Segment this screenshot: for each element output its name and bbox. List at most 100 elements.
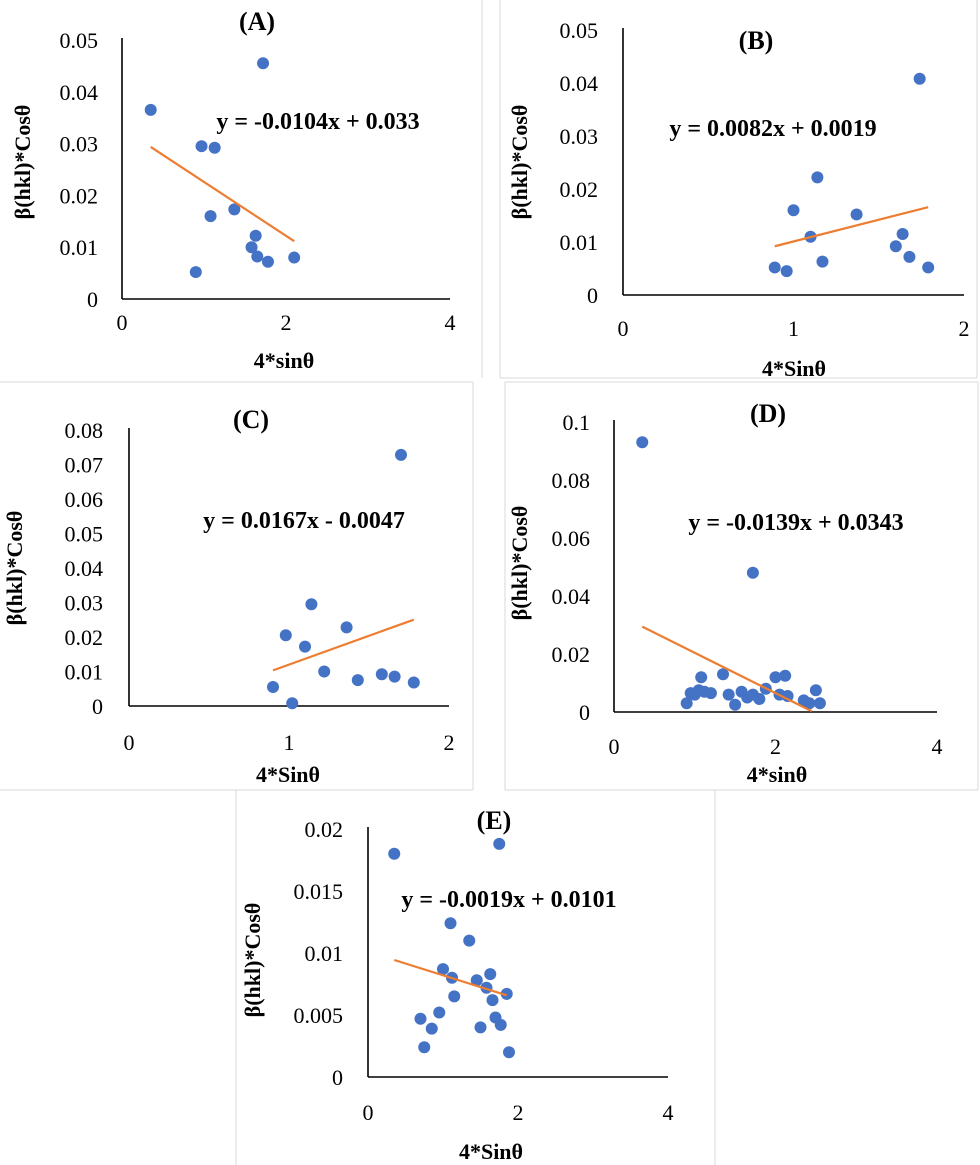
panel-b-data-point bbox=[768, 261, 781, 274]
panel-d-y-tick-label: 0.04 bbox=[552, 584, 591, 609]
panel-b-y-tick-label: 0.02 bbox=[560, 177, 599, 202]
panel-d-x-tick-label: 4 bbox=[932, 734, 943, 759]
panel-a-data-point bbox=[228, 203, 241, 216]
panel-c-data-point bbox=[318, 665, 331, 678]
panel-c-data-point bbox=[351, 674, 364, 687]
panel-d-data-point bbox=[680, 697, 693, 710]
panel-c-data-point bbox=[395, 448, 407, 461]
panel-a-ylabel: β(hkl)*Cosθ bbox=[10, 105, 35, 220]
panel-c-y-tick-label: 0.01 bbox=[65, 660, 104, 685]
panel-b-data-point bbox=[903, 250, 916, 263]
panel-a-y-tick-label: 0.02 bbox=[60, 183, 99, 208]
panel-e-data-point bbox=[470, 974, 483, 987]
panel-c: (C) y = 0.0167x - 0.0047 4*Sinθ β(hkl)*C… bbox=[2, 405, 455, 787]
panel-d-data-point bbox=[781, 690, 794, 703]
panel-d-y-tick-label: 0.08 bbox=[552, 468, 591, 493]
panel-e-plot: 0 0.005 0.01 0.015 0.02 0 2 4 bbox=[294, 817, 674, 1125]
panel-c-data-point bbox=[388, 670, 401, 683]
panel-d-data-point bbox=[722, 688, 735, 701]
panel-e-data-point bbox=[414, 1012, 427, 1025]
panel-a-x-tick-label: 4 bbox=[445, 310, 456, 335]
panel-b-equation: y = 0.0082x + 0.0019 bbox=[669, 116, 876, 142]
panel-e-y-tick-label: 0.01 bbox=[305, 941, 344, 966]
panel-e-y-tick-label: 0 bbox=[332, 1065, 343, 1090]
panel-d-plot: 0 0.02 0.04 0.06 0.08 0.1 0 2 4 bbox=[552, 410, 943, 759]
panel-a-data-point bbox=[249, 229, 262, 242]
panel-a-y-tick-label: 0.05 bbox=[60, 28, 99, 53]
panel-b-ylabel: β(hkl)*Cosθ bbox=[507, 105, 532, 220]
panel-a-y-tick-label: 0 bbox=[87, 287, 98, 312]
panel-e-data-point bbox=[437, 963, 449, 976]
panel-d-y-tick-label: 0.02 bbox=[552, 642, 591, 667]
panel-c-ylabel: β(hkl)*Cosθ bbox=[2, 511, 27, 626]
panel-d-data-point bbox=[695, 671, 708, 684]
panel-a-xlabel: 4*sinθ bbox=[254, 348, 314, 373]
panel-b-y-tick-label: 0 bbox=[587, 283, 598, 308]
panel-a-y-tick-label: 0.01 bbox=[60, 235, 99, 260]
panel-e-x-tick-label: 2 bbox=[513, 1100, 524, 1125]
panel-d-data-point bbox=[779, 669, 792, 682]
panel-c-x-tick-label: 2 bbox=[444, 730, 455, 755]
panel-d-y-tick-label: 0 bbox=[579, 700, 590, 725]
panel-b-y-tick-label: 0.04 bbox=[560, 71, 599, 96]
panel-b-data-point bbox=[850, 208, 863, 221]
panel-d-data-point bbox=[753, 692, 766, 705]
panel-a-data-point bbox=[288, 251, 301, 264]
panel-b-data-point bbox=[787, 204, 800, 217]
panel-c-y-tick-label: 0.07 bbox=[65, 453, 104, 478]
panel-e-data-point bbox=[388, 847, 401, 860]
panel-a-equation: y = -0.0104x + 0.033 bbox=[216, 109, 419, 135]
panel-a-y-tick-label: 0.03 bbox=[60, 132, 99, 157]
panel-e-data-point bbox=[425, 1022, 438, 1035]
panel-d-data-point bbox=[809, 684, 822, 697]
panel-b-xlabel: 4*Sinθ bbox=[762, 356, 826, 381]
panel-b-x-tick-label: 0 bbox=[618, 316, 629, 341]
panel-d-data-point bbox=[729, 698, 742, 711]
panel-d-trendline bbox=[641, 625, 813, 713]
panel-c-equation: y = 0.0167x - 0.0047 bbox=[203, 508, 405, 534]
panel-c-data-point bbox=[407, 676, 420, 689]
panel-e-data-point bbox=[503, 1046, 515, 1059]
panel-e-data-point bbox=[448, 990, 461, 1003]
panel-c-data-point bbox=[279, 629, 292, 642]
panel-d-data-point bbox=[717, 668, 730, 681]
panel-e-y-tick-label: 0.02 bbox=[305, 817, 344, 842]
panel-a-x-tick-label: 2 bbox=[281, 310, 292, 335]
panel-b-data-point bbox=[896, 228, 909, 241]
panel-b-trendline bbox=[774, 206, 929, 248]
panel-b-data-point bbox=[816, 255, 829, 268]
panel-d-data-point bbox=[769, 671, 782, 684]
panel-b-label: (B) bbox=[739, 26, 774, 55]
panel-a-data-point bbox=[257, 57, 270, 70]
panel-e-xlabel: 4*Sinθ bbox=[459, 1139, 523, 1164]
panel-c-x-tick-label: 0 bbox=[124, 730, 135, 755]
panel-e-trendline bbox=[393, 958, 508, 997]
panel-d-x-tick-label: 2 bbox=[770, 734, 781, 759]
panel-e-data-point bbox=[463, 934, 476, 947]
panel-a-data-point bbox=[261, 255, 274, 268]
panel-e-data-point bbox=[444, 917, 457, 930]
panel-d-frame bbox=[504, 381, 979, 791]
panel-d-data-point bbox=[636, 436, 649, 449]
panel-e-frame bbox=[235, 790, 716, 1165]
panel-c-y-tick-label: 0.06 bbox=[65, 487, 104, 512]
panel-d: (D) y = -0.0139x + 0.0343 4*sinθ β(hkl)*… bbox=[507, 399, 943, 787]
panel-a-trendline bbox=[150, 145, 295, 243]
panel-d-ylabel: β(hkl)*Cosθ bbox=[507, 506, 532, 621]
panel-d-xlabel: 4*sinθ bbox=[747, 762, 807, 787]
panel-e-y-tick-label: 0.005 bbox=[294, 1003, 344, 1028]
panel-c-data-point bbox=[286, 697, 299, 710]
panel-a-data-point bbox=[245, 241, 258, 254]
panel-c-data-point bbox=[267, 681, 279, 694]
panel-c-y-tick-label: 0.04 bbox=[65, 556, 104, 581]
panel-c-y-tick-label: 0.03 bbox=[65, 591, 104, 616]
panel-e-data-point bbox=[484, 968, 497, 981]
panel-e-data-point bbox=[500, 987, 513, 1000]
panel-d-y-tick-label: 0.06 bbox=[552, 526, 591, 551]
panel-c-data-point bbox=[305, 598, 318, 611]
panel-a-data-point bbox=[208, 141, 221, 154]
panel-d-data-point bbox=[746, 566, 759, 579]
panel-b-frame bbox=[499, 0, 978, 379]
panel-e-data-point bbox=[494, 1018, 507, 1031]
